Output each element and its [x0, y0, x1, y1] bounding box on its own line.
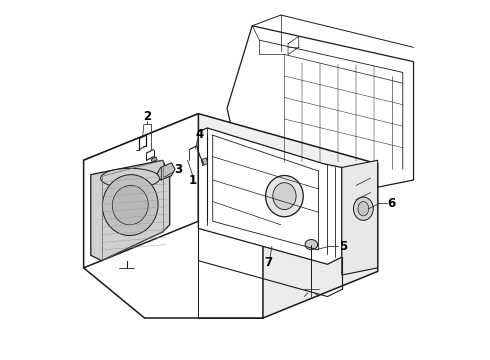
Ellipse shape: [100, 168, 160, 188]
Polygon shape: [227, 26, 414, 187]
Ellipse shape: [266, 176, 303, 217]
Text: 2: 2: [144, 110, 151, 123]
Polygon shape: [157, 163, 175, 180]
Polygon shape: [84, 114, 198, 268]
Polygon shape: [91, 160, 170, 261]
Text: 3: 3: [174, 163, 182, 176]
Polygon shape: [151, 157, 157, 162]
Polygon shape: [84, 114, 378, 211]
Text: 1: 1: [189, 174, 197, 187]
Ellipse shape: [305, 239, 318, 249]
Text: 7: 7: [264, 256, 272, 269]
Ellipse shape: [353, 197, 373, 220]
Text: 5: 5: [339, 240, 347, 253]
Text: 4: 4: [195, 128, 203, 141]
Polygon shape: [342, 160, 378, 275]
Polygon shape: [201, 158, 208, 166]
Ellipse shape: [358, 202, 368, 216]
Ellipse shape: [273, 183, 296, 210]
Ellipse shape: [102, 175, 158, 235]
Ellipse shape: [112, 185, 148, 225]
Polygon shape: [263, 164, 378, 318]
Polygon shape: [198, 128, 342, 264]
Text: 6: 6: [387, 197, 395, 210]
